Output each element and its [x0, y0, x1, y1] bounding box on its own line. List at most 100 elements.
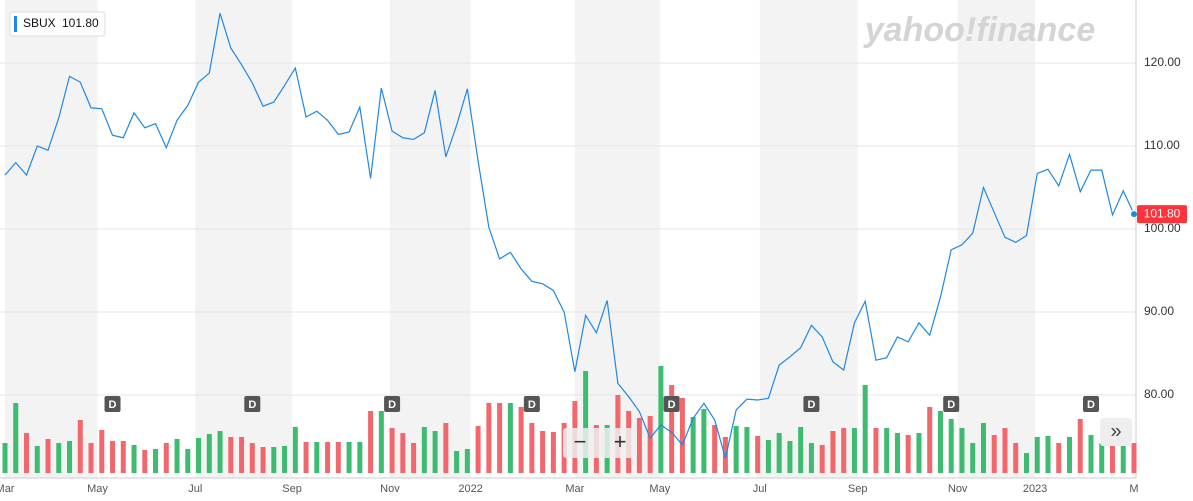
volume-bar — [282, 446, 288, 473]
dividend-marker — [384, 396, 401, 412]
volume-bar — [669, 385, 675, 473]
x-tick-label: May — [649, 483, 670, 495]
volume-bar — [937, 411, 943, 473]
dividend-label: D — [1087, 399, 1095, 411]
x-tick-label: Sep — [848, 483, 868, 495]
volume-bar — [185, 449, 191, 473]
volume-bar — [131, 445, 137, 473]
last-price-label: 101.80 — [1144, 206, 1181, 220]
legend-name: SBUX — [23, 16, 56, 30]
volume-bar — [142, 450, 148, 473]
volume-bar — [722, 437, 728, 473]
volume-bar — [464, 449, 470, 473]
volume-bar — [1034, 437, 1040, 473]
volume-bar — [34, 446, 40, 473]
y-tick-label: 100.00 — [1144, 221, 1181, 235]
volume-bar — [1013, 443, 1019, 473]
volume-bar — [497, 403, 503, 473]
volume-bar — [249, 443, 255, 473]
dividend-label: D — [528, 399, 536, 411]
last-point — [1130, 210, 1138, 219]
volume-bar — [1077, 419, 1083, 473]
volume-bar — [647, 416, 653, 473]
volume-bar — [518, 407, 524, 473]
volume-bar — [1131, 443, 1137, 473]
volume-bar — [980, 423, 986, 473]
volume-bar — [712, 425, 718, 473]
volume-bar — [798, 427, 804, 473]
volume-bar — [690, 417, 696, 473]
volume-bar — [454, 451, 460, 473]
volume-bar — [13, 403, 19, 473]
volume-bar — [1099, 443, 1105, 473]
volume-bar — [841, 428, 847, 473]
dividend-marker — [803, 396, 820, 412]
y-tick-label: 80.00 — [1144, 387, 1174, 401]
zoom-out[interactable]: − — [574, 429, 587, 454]
volume-bar — [486, 403, 492, 473]
volume-bar — [56, 443, 62, 473]
zoom-in[interactable]: + — [614, 429, 627, 454]
volume-bar — [636, 418, 642, 473]
dividend-label: D — [668, 399, 676, 411]
volume-bar — [378, 411, 384, 473]
x-tick-label: 2023 — [1023, 483, 1047, 495]
volume-bar — [1045, 436, 1051, 473]
volume-bar — [432, 431, 438, 473]
volume-bar — [744, 427, 750, 473]
volume-bar — [658, 366, 664, 473]
volume-bar — [851, 428, 857, 473]
dividend-marker — [104, 396, 121, 412]
volume-bar — [1002, 428, 1008, 473]
volume-bar — [475, 426, 481, 473]
volume-bar — [529, 423, 535, 473]
volume-bar — [120, 441, 126, 473]
volume-bar — [540, 431, 546, 473]
volume-bar — [357, 442, 363, 473]
legend-swatch — [14, 16, 17, 32]
volume-bar — [959, 428, 965, 473]
volume-bar — [24, 433, 30, 473]
month-band — [389, 0, 471, 478]
legend-box — [9, 11, 106, 37]
volume-bar — [239, 437, 245, 473]
volume-bar — [905, 435, 911, 473]
month-band — [195, 0, 293, 478]
zoom-controls — [563, 428, 637, 458]
volume-bar — [335, 442, 341, 473]
dividend-marker — [244, 396, 261, 412]
volume-bar — [507, 403, 513, 473]
volume-bar — [755, 436, 761, 473]
volume-bar — [830, 431, 836, 473]
volume-bar — [970, 443, 976, 473]
volume-bar — [271, 447, 277, 473]
volume-bar — [303, 442, 309, 473]
background — [0, 0, 1136, 478]
x-tick-label: M — [1129, 483, 1138, 495]
volume-bar — [927, 407, 933, 473]
x-tick-label: Jul — [753, 483, 767, 495]
volume-bar — [2, 443, 8, 473]
x-tick-label: Sep — [282, 483, 302, 495]
dividend-label: D — [807, 399, 815, 411]
volume-bar — [1056, 443, 1062, 473]
dividend-marker — [943, 396, 960, 412]
volume-bar — [1023, 453, 1029, 473]
dividend-label: D — [947, 399, 955, 411]
volume-bar — [862, 385, 868, 473]
volume-bar — [260, 447, 266, 473]
dividend-label: D — [388, 399, 396, 411]
y-tick-label: 120.00 — [1144, 55, 1181, 69]
volume-bar — [873, 428, 879, 473]
volume-bar — [819, 445, 825, 473]
volume-bar — [110, 441, 116, 473]
volume-bar — [1109, 431, 1115, 473]
volume-bar — [196, 438, 202, 473]
volume-bar — [808, 443, 814, 473]
volume-bar — [206, 434, 212, 473]
volume-bar — [1120, 443, 1126, 473]
volume-bar — [701, 409, 707, 473]
scroll-right[interactable]: » — [1110, 420, 1121, 442]
dividend-label: D — [109, 399, 117, 411]
